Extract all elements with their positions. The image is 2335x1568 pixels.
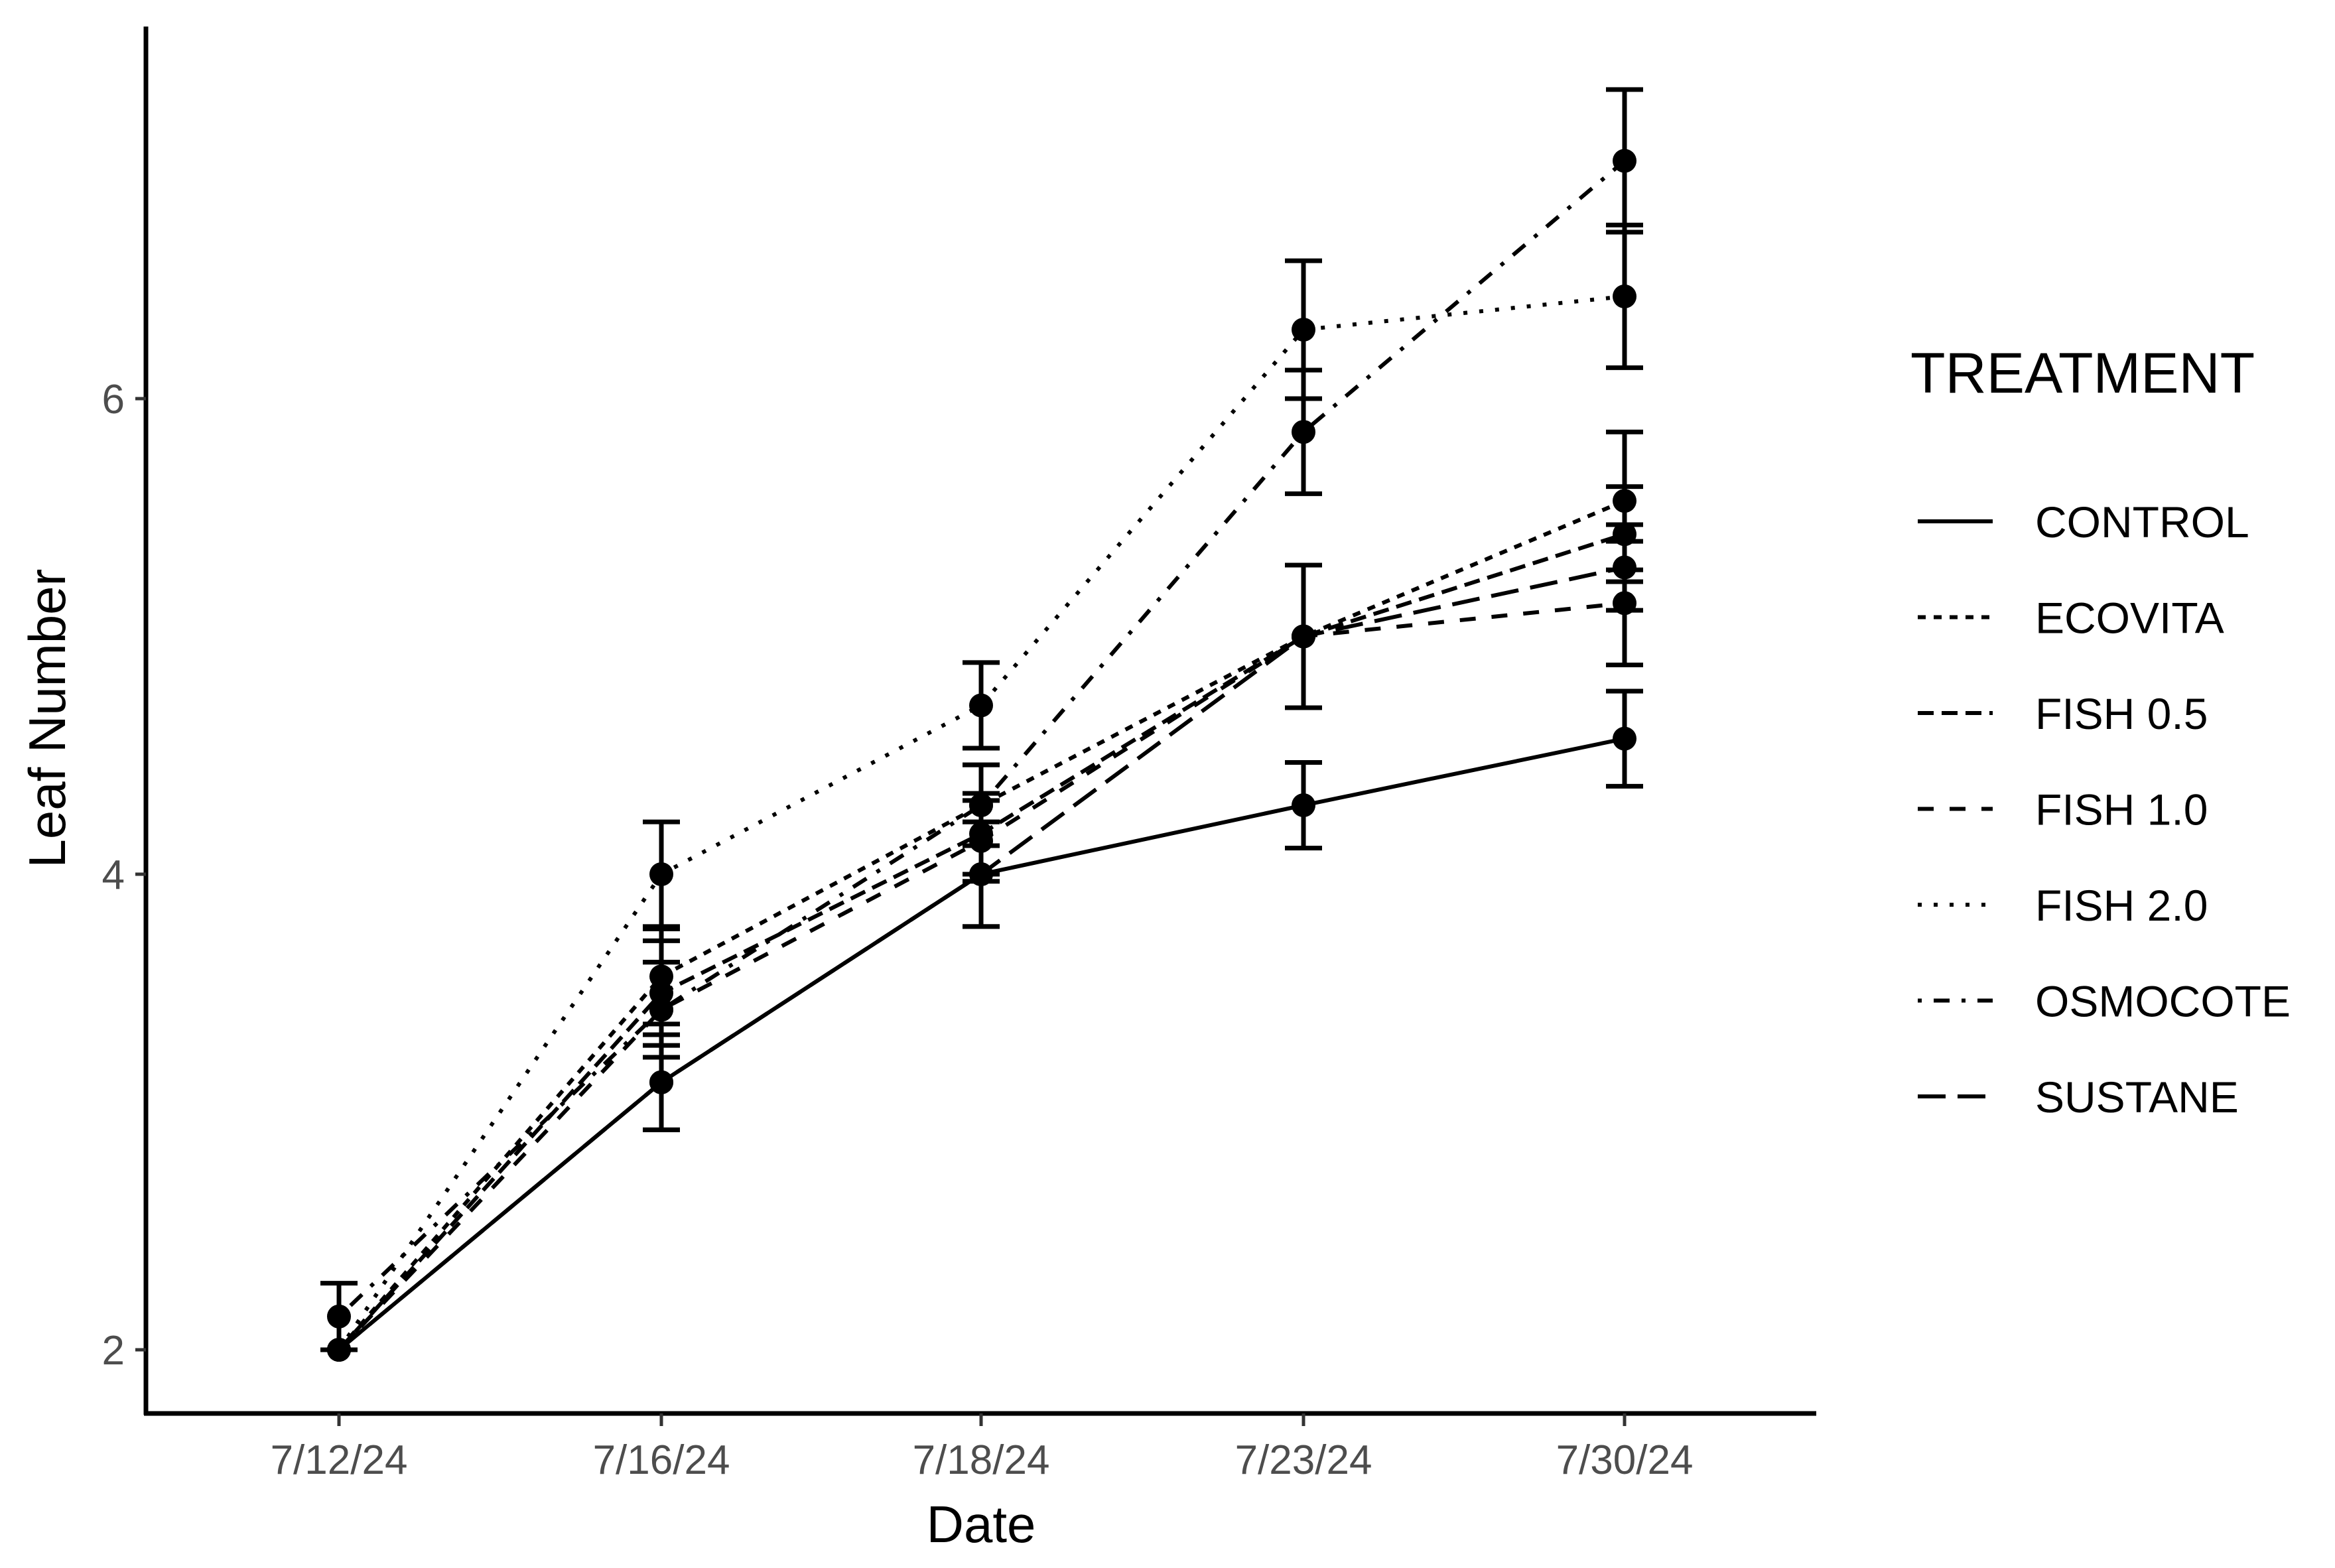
data-point — [649, 1070, 673, 1094]
y-axis-ticks: 2 4 6 — [102, 377, 146, 1374]
legend-item: FISH 2.0 — [1918, 881, 2208, 930]
data-point — [969, 793, 993, 818]
x-axis-ticks: 7/12/24 7/16/24 7/18/24 7/23/24 7/30/24 — [271, 1413, 1694, 1483]
x-axis-title: Date — [927, 1495, 1036, 1553]
data-point — [649, 862, 673, 886]
data-point — [1292, 420, 1315, 444]
legend-item: SUSTANE — [1918, 1073, 2239, 1122]
data-point — [1292, 793, 1315, 818]
legend-label: FISH 2.0 — [2035, 881, 2208, 930]
data-point — [1613, 284, 1636, 308]
y-tick-label: 4 — [102, 852, 125, 898]
legend-title: TREATMENT — [1910, 342, 2255, 405]
legend-label: FISH 1.0 — [2035, 785, 2208, 834]
legend-item: CONTROL — [1918, 497, 2249, 547]
legend-item: FISH 1.0 — [1918, 785, 2208, 834]
series-line — [337, 294, 1625, 1351]
data-point — [649, 998, 673, 1022]
y-tick-label: 2 — [102, 1328, 125, 1374]
data-point — [327, 1304, 351, 1329]
y-axis-title: Leaf Number — [18, 569, 76, 868]
legend-label: FISH 0.5 — [2035, 689, 2208, 738]
x-tick-label: 7/16/24 — [593, 1437, 730, 1483]
legend-item: OSMOCOTE — [1918, 977, 2291, 1026]
data-point — [1292, 624, 1315, 649]
x-tick-label: 7/12/24 — [271, 1437, 408, 1483]
legend-label: SUSTANE — [2035, 1073, 2239, 1122]
legend-item: ECOVITA — [1918, 594, 2224, 643]
legend-label: CONTROL — [2035, 497, 2249, 547]
x-tick-label: 7/18/24 — [913, 1437, 1050, 1483]
legend: TREATMENT CONTROL ECOVITA FISH 0.5 FISH 1.0… — [1910, 342, 2291, 1122]
data-point — [969, 693, 993, 718]
data-point — [327, 1338, 351, 1362]
legend-item: FISH 0.5 — [1918, 689, 2208, 738]
data-point — [969, 862, 993, 886]
data-point — [1292, 318, 1315, 342]
y-tick-label: 6 — [102, 377, 125, 423]
x-tick-label: 7/30/24 — [1556, 1437, 1694, 1483]
x-tick-label: 7/23/24 — [1235, 1437, 1372, 1483]
series-osmocote — [320, 87, 1643, 1352]
data-point — [1613, 149, 1636, 173]
series-sustane — [320, 522, 1643, 1362]
series-line — [337, 532, 1625, 1352]
plot-area — [320, 87, 1643, 1362]
data-point — [1613, 726, 1636, 751]
legend-label: ECOVITA — [2035, 594, 2224, 643]
legend-label: OSMOCOTE — [2035, 977, 2291, 1026]
data-point — [1613, 555, 1636, 580]
